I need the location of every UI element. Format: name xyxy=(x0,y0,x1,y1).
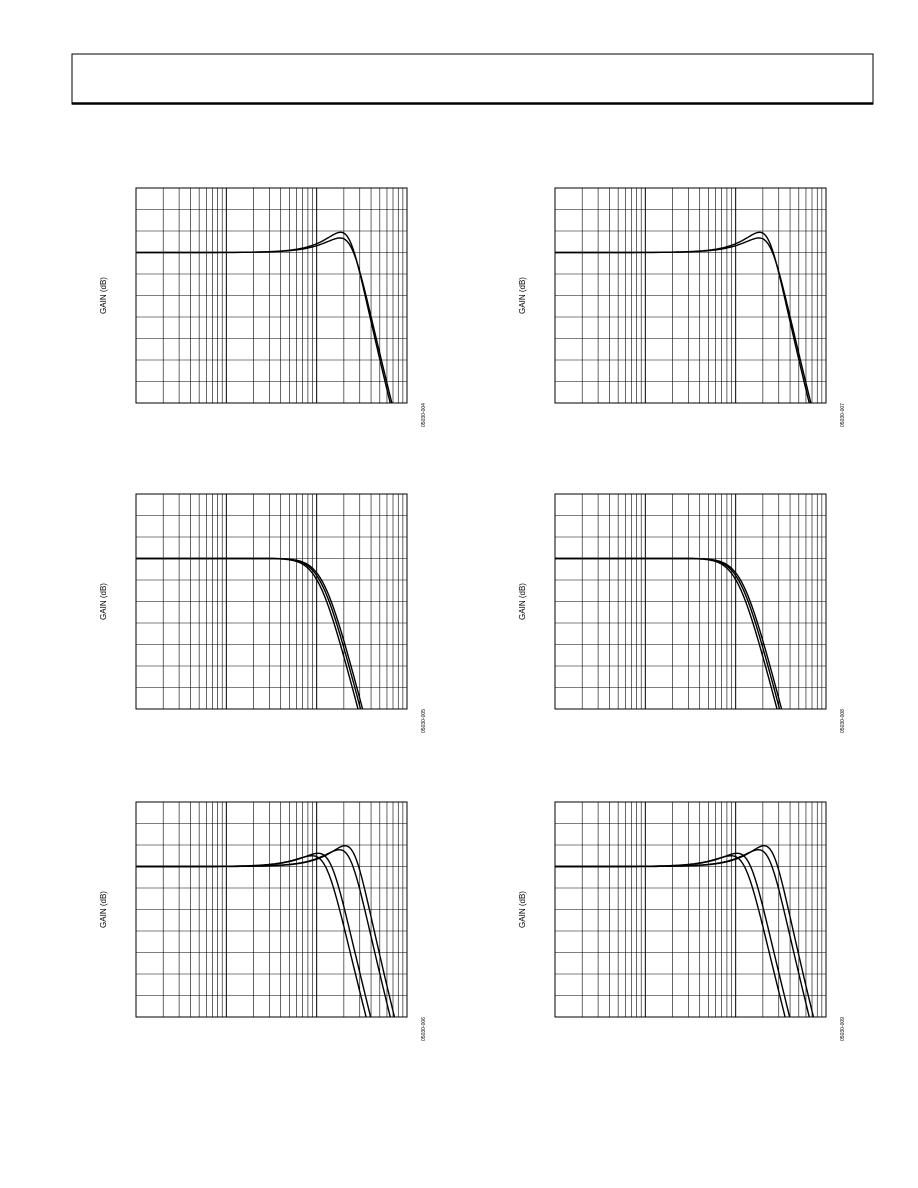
response-curve xyxy=(555,845,815,1017)
figure: GAIN (dB) 05030-006 xyxy=(99,801,427,1041)
plot-frame xyxy=(554,801,827,1018)
response-curve xyxy=(555,557,783,709)
figure-id: 05030-008 xyxy=(840,709,846,733)
figure-id: 05030-007 xyxy=(840,403,846,427)
response-curve xyxy=(136,557,359,709)
y-axis-label: GAIN (dB) xyxy=(99,891,108,928)
response-curve xyxy=(136,237,393,403)
plot-frame xyxy=(135,493,408,710)
response-curve xyxy=(136,852,372,1017)
figure: GAIN (dB) 05030-008 xyxy=(518,493,846,733)
response-curve xyxy=(136,231,391,403)
figure: GAIN (dB) 05030-005 xyxy=(99,493,427,733)
y-axis-label: GAIN (dB) xyxy=(518,277,527,314)
plot-frame xyxy=(554,493,827,710)
response-curve xyxy=(555,557,781,709)
y-axis-label: GAIN (dB) xyxy=(99,277,108,314)
response-curve xyxy=(136,848,391,1017)
y-axis-label: GAIN (dB) xyxy=(99,583,108,620)
response-curve xyxy=(136,845,396,1017)
response-curve xyxy=(555,848,810,1017)
figure-id: 05030-006 xyxy=(421,1017,427,1041)
y-axis-label: GAIN (dB) xyxy=(518,583,527,620)
response-curve xyxy=(555,852,791,1017)
response-curve xyxy=(136,557,364,709)
response-curve xyxy=(555,855,786,1017)
figure: GAIN (dB) 05030-004 xyxy=(99,187,427,427)
plot-frame xyxy=(135,187,408,404)
figure-id: 05030-004 xyxy=(421,403,427,427)
response-curve xyxy=(136,557,362,709)
figure-id: 05030-005 xyxy=(421,709,427,733)
response-curve xyxy=(555,237,812,403)
figure: GAIN (dB) 05030-009 xyxy=(518,801,846,1041)
response-curve xyxy=(555,231,810,403)
plot-frame xyxy=(135,801,408,1018)
response-curve xyxy=(136,855,367,1017)
figure-id: 05030-009 xyxy=(840,1017,846,1041)
header-box xyxy=(71,53,874,105)
figure: GAIN (dB) 05030-007 xyxy=(518,187,846,427)
plot-frame xyxy=(554,187,827,404)
y-axis-label: GAIN (dB) xyxy=(518,891,527,928)
response-curve xyxy=(555,557,778,709)
